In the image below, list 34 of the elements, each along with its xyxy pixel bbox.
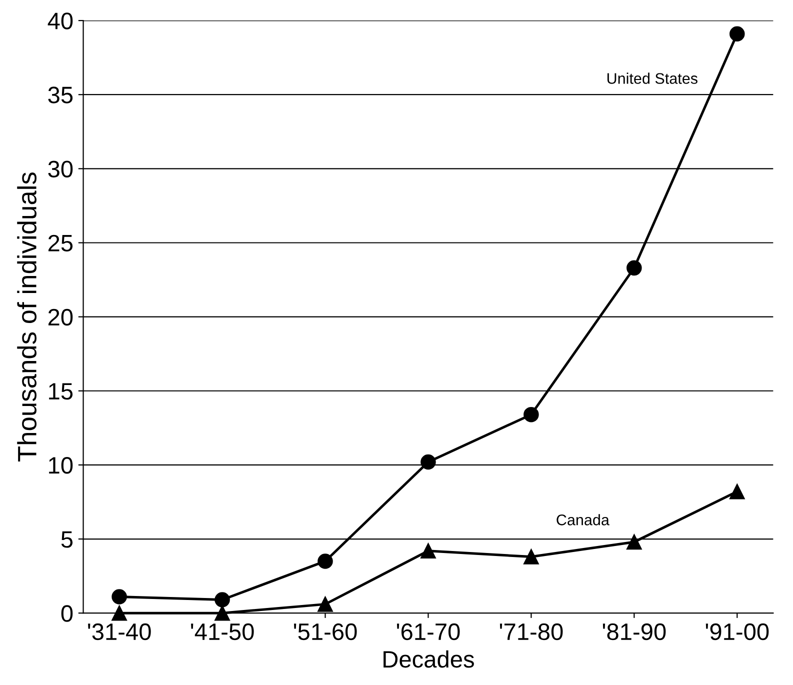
point: [420, 454, 436, 470]
point: [626, 260, 642, 276]
point: [318, 554, 333, 569]
x-tick-label: '91-00: [706, 623, 769, 640]
x-tick-label: '71-80: [500, 623, 563, 640]
point: [626, 534, 642, 550]
point: [318, 596, 333, 612]
y-tick-label: 20: [48, 308, 73, 326]
x-tick-label: '31-40: [88, 623, 151, 640]
y-tick-label: 0: [61, 605, 73, 622]
y-tick-label: 5: [61, 531, 73, 548]
y-tick-label: 10: [49, 457, 73, 474]
series-label: Canada: [556, 514, 610, 526]
point: [420, 543, 436, 558]
point: [214, 605, 230, 621]
x-tick-label: '61-70: [396, 623, 460, 640]
point: [729, 484, 745, 500]
point: [112, 589, 127, 604]
x-tick-label: '41-50: [191, 623, 254, 640]
point: [214, 592, 230, 608]
point: [729, 26, 745, 42]
x-axis-title: Decades: [384, 650, 474, 668]
y-tick-label: 35: [48, 86, 73, 104]
x-tick-label: '81-90: [602, 623, 666, 640]
y-tick-label: 30: [48, 160, 73, 178]
y-tick-label: 15: [49, 383, 73, 400]
point: [112, 605, 127, 621]
x-tick-label: '51-60: [294, 623, 357, 640]
point: [524, 406, 539, 422]
y-tick-label: 25: [48, 234, 73, 252]
y-tick-label: 40: [48, 12, 73, 30]
y-axis-title: Thousands of individuals: [17, 172, 37, 462]
series-label: United States: [607, 72, 698, 84]
point: [524, 549, 539, 564]
